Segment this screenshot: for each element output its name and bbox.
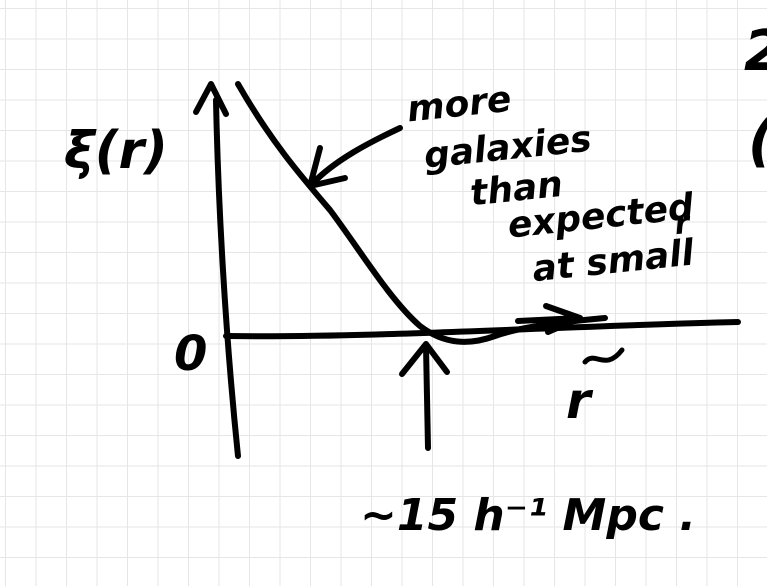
- x-axis-line: [223, 319, 741, 340]
- zero-crossing-arrowhead: [399, 341, 450, 377]
- edge-text-2: (: [748, 109, 767, 174]
- correlation-curve: [235, 81, 608, 345]
- annotation-line-6: r: [673, 206, 694, 243]
- zero-crossing-arrow: [423, 343, 431, 451]
- y-axis-label: ξ(r): [64, 121, 168, 181]
- annotation-line-1: more: [405, 79, 513, 131]
- x-axis-label: r: [566, 372, 594, 430]
- annotation-line-3: than: [468, 164, 565, 214]
- y-axis-arrowhead: [193, 81, 229, 117]
- edge-text-1: 2: [744, 19, 767, 84]
- zero-label: 0: [174, 326, 207, 382]
- annotation-line-2: galaxies: [422, 119, 593, 177]
- y-axis-line: [213, 97, 241, 459]
- marker-label: ~15 h⁻¹ Mpc .: [360, 490, 696, 541]
- annotation-arrowhead: [307, 145, 348, 189]
- annotation-arrow: [309, 125, 403, 187]
- x-axis-tilde: [582, 347, 625, 365]
- annotation-text: more galaxies than expected at small r: [405, 79, 697, 290]
